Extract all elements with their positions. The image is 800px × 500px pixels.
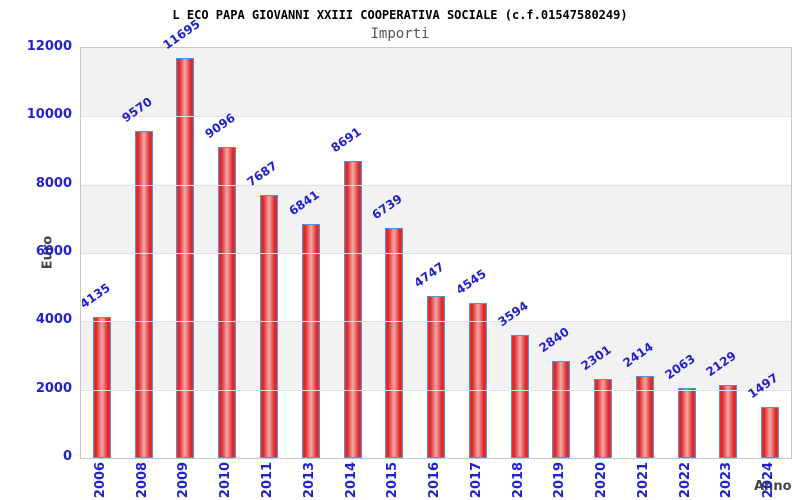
x-tick-label: 2010 xyxy=(218,461,234,499)
y-tick-label: 10000 xyxy=(26,107,72,123)
gridline xyxy=(81,253,791,254)
bars-layer xyxy=(81,48,791,458)
x-tick-label: 2018 xyxy=(510,461,526,499)
plot-area xyxy=(80,47,792,459)
x-tick-label: 2011 xyxy=(259,461,275,499)
x-tick-label: 2024 xyxy=(761,461,777,499)
x-axis-title: Anno xyxy=(754,479,792,494)
x-tick-label: 2022 xyxy=(677,461,693,499)
x-tick-label: 2020 xyxy=(594,461,610,499)
bar xyxy=(343,161,362,458)
bar xyxy=(594,379,613,458)
bar xyxy=(635,376,654,458)
x-tick-label: 2013 xyxy=(301,461,317,499)
bar xyxy=(385,228,404,458)
x-tick-label: 2009 xyxy=(176,461,192,499)
x-tick-label: 2015 xyxy=(385,461,401,499)
gridline xyxy=(81,184,791,186)
bar xyxy=(427,296,445,458)
y-tick-label: 12000 xyxy=(26,39,72,54)
bar xyxy=(552,361,571,458)
bar xyxy=(510,335,529,458)
bar xyxy=(134,131,153,458)
x-tick-label: 2006 xyxy=(92,461,108,499)
x-tick-label: 2023 xyxy=(719,461,735,499)
bar xyxy=(468,303,487,458)
x-tick-label: 2014 xyxy=(343,461,359,499)
x-tick-label: 2019 xyxy=(552,461,568,499)
gridline xyxy=(81,389,791,391)
bar xyxy=(92,317,111,458)
bar xyxy=(259,195,278,458)
y-tick-label: 6000 xyxy=(35,244,72,259)
y-tick-label: 0 xyxy=(62,449,72,464)
bar xyxy=(761,407,780,458)
bar xyxy=(719,385,738,458)
bar xyxy=(301,224,320,458)
bar xyxy=(677,388,696,458)
x-tick-label: 2008 xyxy=(134,461,150,499)
x-tick-label: 2021 xyxy=(635,461,651,499)
chart-subtitle: Importi xyxy=(370,26,430,42)
chart-title: L ECO PAPA GIOVANNI XXIII COOPERATIVA SO… xyxy=(172,8,628,22)
bar xyxy=(176,58,195,458)
y-tick-label: 8000 xyxy=(35,175,72,191)
y-tick-label: 4000 xyxy=(35,312,72,328)
x-tick-label: 2016 xyxy=(427,461,442,499)
x-tick-label: 2017 xyxy=(468,461,484,499)
gridline xyxy=(81,116,791,118)
bar xyxy=(218,147,237,458)
y-tick-label: 2000 xyxy=(35,380,72,396)
gridline xyxy=(81,321,791,323)
